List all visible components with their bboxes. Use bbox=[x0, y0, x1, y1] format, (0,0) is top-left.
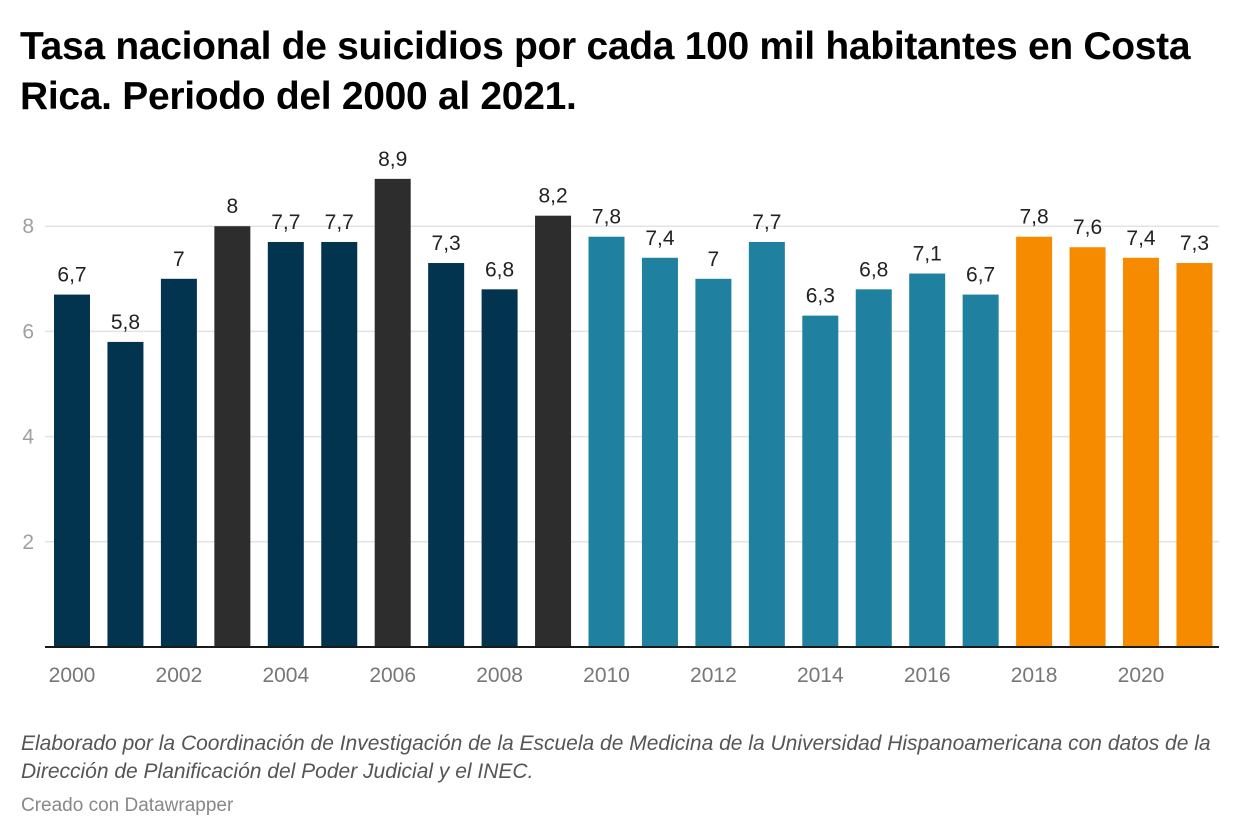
bar-2009 bbox=[535, 215, 572, 647]
value-label-2009: 8,2 bbox=[538, 185, 567, 208]
chart-notes: Elaborado por la Coordinación de Investi… bbox=[21, 732, 1211, 783]
y-tick-label: 2 bbox=[22, 531, 34, 554]
bar-2004 bbox=[267, 241, 304, 648]
x-tick-label: 2012 bbox=[690, 664, 737, 687]
value-label-2018: 7,8 bbox=[1019, 206, 1048, 229]
bar-2006 bbox=[374, 178, 411, 648]
bar-2017 bbox=[962, 294, 999, 647]
value-label-2008: 6,8 bbox=[485, 258, 514, 281]
chart-title: Tasa nacional de suicidios por cada 100 … bbox=[20, 25, 1191, 118]
bar-2000 bbox=[54, 294, 90, 647]
value-label-2000: 6,7 bbox=[57, 264, 86, 287]
x-tick-label: 2000 bbox=[49, 664, 96, 687]
y-tick-label: 8 bbox=[22, 215, 34, 238]
value-label-2015: 6,8 bbox=[859, 258, 888, 281]
bar-2002 bbox=[160, 278, 197, 647]
value-label-2020: 7,4 bbox=[1126, 227, 1156, 250]
bar-2019 bbox=[1069, 247, 1106, 648]
bar-2003 bbox=[214, 226, 251, 647]
x-tick-label: 2002 bbox=[156, 664, 203, 687]
value-label-2016: 7,1 bbox=[913, 243, 942, 266]
value-label-2019: 7,6 bbox=[1073, 216, 1102, 239]
x-tick-label: 2006 bbox=[369, 664, 416, 687]
value-label-2007: 7,3 bbox=[432, 232, 461, 255]
bar-2016 bbox=[909, 273, 946, 647]
value-label-2002: 7 bbox=[173, 248, 185, 271]
bar-2007 bbox=[428, 263, 465, 647]
value-label-2021: 7,3 bbox=[1180, 232, 1209, 255]
value-label-2012: 7 bbox=[708, 248, 720, 271]
x-tick-label: 2008 bbox=[476, 664, 523, 687]
bar-2013 bbox=[748, 241, 785, 648]
value-label-2005: 7,7 bbox=[325, 211, 354, 234]
value-label-2014: 6,3 bbox=[806, 285, 835, 308]
value-label-2001: 5,8 bbox=[111, 311, 140, 334]
value-label-2011: 7,4 bbox=[645, 227, 675, 250]
bar-2005 bbox=[321, 241, 358, 648]
y-tick-label: 4 bbox=[22, 426, 34, 449]
value-label-2003: 8 bbox=[227, 195, 239, 218]
datawrapper-credit: Creado con Datawrapper bbox=[21, 795, 234, 816]
value-label-2017: 6,7 bbox=[966, 264, 995, 287]
x-tick-label: 2018 bbox=[1011, 664, 1058, 687]
value-label-2010: 7,8 bbox=[592, 206, 621, 229]
bar-2012 bbox=[695, 278, 732, 647]
bar-2014 bbox=[802, 315, 839, 647]
x-tick-label: 2016 bbox=[904, 664, 951, 687]
bar-2001 bbox=[107, 341, 144, 647]
value-label-2006: 8,9 bbox=[378, 148, 407, 171]
bar-2021 bbox=[1176, 263, 1213, 647]
value-label-2004: 7,7 bbox=[271, 211, 300, 234]
bar-2015 bbox=[855, 289, 892, 647]
bar-2011 bbox=[641, 257, 678, 647]
x-tick-label: 2014 bbox=[797, 664, 844, 687]
bar-2010 bbox=[588, 236, 625, 647]
bar-2018 bbox=[1016, 236, 1053, 647]
y-tick-label: 6 bbox=[22, 320, 34, 343]
bar-chart: 2 4 6 8 6,7 5,8 7 8 7,7 7,7 8,9 7,3 6,8 8,2 7,8 7,4 7 7,7… bbox=[22, 148, 1219, 687]
x-tick-label: 2010 bbox=[583, 664, 630, 687]
value-label-2013: 7,7 bbox=[752, 211, 781, 234]
x-tick-label: 2004 bbox=[262, 664, 309, 687]
x-tick-label: 2020 bbox=[1118, 664, 1165, 687]
bar-2020 bbox=[1123, 257, 1159, 647]
bar-2008 bbox=[481, 289, 518, 647]
